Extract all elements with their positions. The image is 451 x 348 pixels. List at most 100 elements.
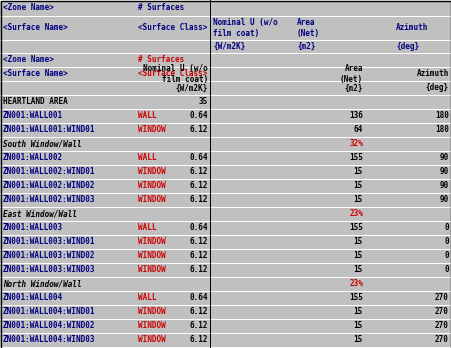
Text: WINDOW: WINDOW [138, 308, 166, 316]
Text: 15: 15 [353, 308, 362, 316]
Text: WINDOW: WINDOW [138, 196, 166, 205]
Text: <Surface Name>: <Surface Name> [3, 24, 68, 32]
Text: 0: 0 [443, 252, 448, 261]
Text: ZN001:WALL002:WIND03: ZN001:WALL002:WIND03 [3, 196, 95, 205]
Text: 15: 15 [353, 182, 362, 190]
Text: ZN001:WALL004:WIND02: ZN001:WALL004:WIND02 [3, 322, 95, 331]
Text: WINDOW: WINDOW [138, 252, 166, 261]
Text: 6.12: 6.12 [189, 182, 207, 190]
Text: WINDOW: WINDOW [138, 266, 166, 275]
Text: WALL: WALL [138, 111, 156, 120]
Text: (Net): (Net) [296, 29, 319, 38]
Text: <Surface Class>: <Surface Class> [138, 70, 207, 79]
Text: 270: 270 [434, 293, 448, 302]
Text: 90: 90 [439, 196, 448, 205]
Text: ZN001:WALL003:WIND03: ZN001:WALL003:WIND03 [3, 266, 95, 275]
Text: 155: 155 [348, 153, 362, 163]
Text: {m2}: {m2} [296, 42, 315, 51]
Text: 6.12: 6.12 [189, 196, 207, 205]
Text: 180: 180 [434, 126, 448, 134]
Text: 90: 90 [439, 153, 448, 163]
Text: 15: 15 [353, 266, 362, 275]
Text: 6.12: 6.12 [189, 308, 207, 316]
Text: <Zone Name>: <Zone Name> [3, 55, 54, 64]
Text: 0: 0 [443, 223, 448, 232]
Text: ZN001:WALL002:WIND02: ZN001:WALL002:WIND02 [3, 182, 95, 190]
Text: North Window/Wall: North Window/Wall [3, 279, 82, 288]
Text: ZN001:WALL002: ZN001:WALL002 [3, 153, 63, 163]
Text: 136: 136 [348, 111, 362, 120]
Text: {deg}: {deg} [425, 84, 448, 93]
Text: Azimuth: Azimuth [416, 70, 448, 79]
Text: 6.12: 6.12 [189, 335, 207, 345]
Text: Area: Area [296, 18, 315, 27]
Text: Nominal U (w/o: Nominal U (w/o [212, 18, 277, 27]
Text: # Surfaces: # Surfaces [138, 55, 184, 64]
Text: 35: 35 [198, 97, 207, 106]
Text: WALL: WALL [138, 293, 156, 302]
Text: 270: 270 [434, 308, 448, 316]
Text: 90: 90 [439, 182, 448, 190]
Text: East Window/Wall: East Window/Wall [3, 209, 77, 219]
Text: ZN001:WALL004:WIND01: ZN001:WALL004:WIND01 [3, 308, 95, 316]
Text: 15: 15 [353, 252, 362, 261]
Text: ZN001:WALL004: ZN001:WALL004 [3, 293, 63, 302]
Text: 15: 15 [353, 196, 362, 205]
Text: 15: 15 [353, 322, 362, 331]
Text: ZN001:WALL001: ZN001:WALL001 [3, 111, 63, 120]
Text: 180: 180 [434, 111, 448, 120]
Text: 6.12: 6.12 [189, 237, 207, 246]
Text: 15: 15 [353, 335, 362, 345]
Text: ZN001:WALL003: ZN001:WALL003 [3, 223, 63, 232]
Text: 32%: 32% [348, 140, 362, 149]
Text: ZN001:WALL001:WIND01: ZN001:WALL001:WIND01 [3, 126, 95, 134]
Text: 23%: 23% [348, 209, 362, 219]
Text: {W/m2K}: {W/m2K} [175, 84, 207, 93]
Text: 270: 270 [434, 335, 448, 345]
Text: Azimuth: Azimuth [395, 24, 428, 32]
Text: 90: 90 [439, 167, 448, 176]
Text: <Zone Name>: <Zone Name> [3, 3, 54, 13]
Text: HEARTLAND AREA: HEARTLAND AREA [3, 97, 68, 106]
Text: 0.64: 0.64 [189, 293, 207, 302]
Text: 155: 155 [348, 223, 362, 232]
Text: ZN001:WALL004:WIND03: ZN001:WALL004:WIND03 [3, 335, 95, 345]
Text: 0: 0 [443, 237, 448, 246]
Text: 6.12: 6.12 [189, 266, 207, 275]
Text: ZN001:WALL002:WIND01: ZN001:WALL002:WIND01 [3, 167, 95, 176]
Text: 23%: 23% [348, 279, 362, 288]
Text: WINDOW: WINDOW [138, 335, 166, 345]
Text: WALL: WALL [138, 223, 156, 232]
Text: South Window/Wall: South Window/Wall [3, 140, 82, 149]
Text: ZN001:WALL003:WIND02: ZN001:WALL003:WIND02 [3, 252, 95, 261]
Text: WINDOW: WINDOW [138, 182, 166, 190]
Text: 15: 15 [353, 237, 362, 246]
Text: 15: 15 [353, 167, 362, 176]
Text: 0: 0 [443, 266, 448, 275]
Text: {W/m2K}: {W/m2K} [212, 42, 245, 51]
Text: WINDOW: WINDOW [138, 237, 166, 246]
Text: 64: 64 [353, 126, 362, 134]
Text: {deg}: {deg} [395, 42, 418, 51]
Text: 155: 155 [348, 293, 362, 302]
Text: 6.12: 6.12 [189, 126, 207, 134]
Text: WALL: WALL [138, 153, 156, 163]
Text: <Surface Name>: <Surface Name> [3, 70, 68, 79]
Text: WINDOW: WINDOW [138, 167, 166, 176]
Text: WINDOW: WINDOW [138, 322, 166, 331]
Text: 0.64: 0.64 [189, 111, 207, 120]
Text: 0.64: 0.64 [189, 153, 207, 163]
Text: 270: 270 [434, 322, 448, 331]
Text: WINDOW: WINDOW [138, 126, 166, 134]
Text: 6.12: 6.12 [189, 167, 207, 176]
Text: film coat): film coat) [212, 29, 259, 38]
Text: # Surfaces: # Surfaces [138, 3, 184, 13]
Text: 0.64: 0.64 [189, 223, 207, 232]
Text: Area
(Net): Area (Net) [339, 64, 362, 84]
Text: 6.12: 6.12 [189, 322, 207, 331]
Text: <Surface Class>: <Surface Class> [138, 24, 207, 32]
Text: ZN001:WALL003:WIND01: ZN001:WALL003:WIND01 [3, 237, 95, 246]
Text: {m2}: {m2} [344, 84, 362, 93]
Text: Nominal U (w/o
film coat): Nominal U (w/o film coat) [143, 64, 207, 84]
Text: 6.12: 6.12 [189, 252, 207, 261]
